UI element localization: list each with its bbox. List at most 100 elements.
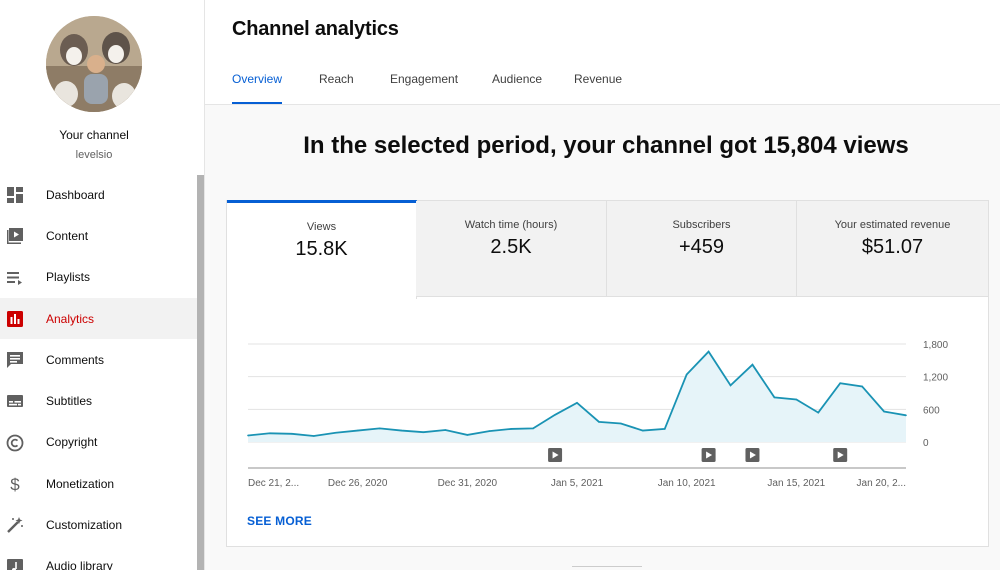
sidebar-item-label: Customization	[46, 518, 123, 533]
video-marker-play-icon	[552, 451, 559, 459]
data-point	[291, 433, 293, 435]
channel-name: Your channel	[59, 128, 129, 142]
metric-label: Your estimated revenue	[834, 219, 951, 231]
tab-reach[interactable]: Reach	[319, 72, 354, 86]
data-point	[444, 429, 447, 431]
audio-library-icon	[7, 558, 23, 570]
sidebar-item-label: Audio library	[46, 559, 113, 570]
analytics-card: Views 15.8K Watch time (hours) 2.5K Subs…	[226, 200, 989, 547]
sidebar-scrollbar[interactable]	[197, 175, 204, 570]
dashboard-icon	[7, 187, 23, 203]
sidebar-item-customization[interactable]: Customization	[0, 504, 197, 545]
sidebar-item-analytics[interactable]: Analytics	[0, 297, 197, 340]
data-point	[269, 432, 271, 435]
x-tick-label: Dec 31, 2020	[438, 478, 498, 489]
channel-handle: levelsio	[75, 149, 113, 161]
video-marker-play-icon	[706, 451, 713, 459]
sidebar-item-label: Comments	[46, 352, 105, 367]
sidebar-item-audio-library[interactable]: Audio library	[0, 546, 197, 570]
sidebar-item-label: Playlists	[46, 270, 91, 285]
data-point	[598, 421, 600, 423]
sidebar-item-copyright[interactable]: Copyright	[0, 422, 197, 463]
data-point	[313, 435, 315, 437]
tab-engagement[interactable]: Engagement	[390, 72, 459, 86]
y-tick-label: 0	[923, 438, 929, 449]
sidebar-item-label: Monetization	[46, 476, 115, 491]
metric-tab-watch-time[interactable]: Watch time (hours) 2.5K	[416, 201, 607, 297]
sidebar-item-label: Subtitles	[46, 394, 93, 409]
data-point	[400, 429, 403, 432]
metric-value: 2.5K	[490, 236, 532, 258]
views-chart: 1,800 1,200 600 0 Dec 21, 2... Dec 26, 2020 De…	[247, 340, 948, 489]
x-tick-label: Jan 5, 2021	[551, 478, 604, 489]
metric-tab-revenue[interactable]: Your estimated revenue $51.07	[797, 201, 988, 297]
y-tick-label: 600	[923, 405, 940, 416]
sidebar-item-subtitles[interactable]: Subtitles	[0, 380, 197, 421]
data-point	[532, 427, 534, 430]
video-marker-play-icon	[837, 451, 844, 459]
video-marker-play-icon	[749, 451, 756, 459]
metric-label: Views	[306, 221, 337, 233]
data-point	[861, 385, 863, 388]
data-point	[883, 410, 885, 413]
copyright-icon	[6, 434, 24, 452]
sidebar: Your channel levelsio Dashboard Content …	[0, 0, 205, 570]
sidebar-item-label: Analytics	[46, 311, 95, 326]
page-header: Channel analytics Overview Reach Engagem…	[205, 0, 1000, 105]
data-point	[663, 428, 666, 430]
content-icon	[7, 228, 23, 245]
y-tick-label: 1,200	[923, 373, 948, 384]
x-tick-label: Dec 21, 2...	[248, 478, 299, 489]
data-point	[620, 422, 622, 425]
sidebar-nav: Dashboard Content Playlists Analytics Co…	[0, 174, 197, 570]
avatar[interactable]	[46, 16, 142, 112]
period-summary-headline: In the selected period, your channel got…	[303, 132, 909, 159]
metric-value: $51.07	[861, 236, 924, 258]
data-point	[751, 363, 754, 366]
data-point	[817, 411, 820, 414]
tab-audience[interactable]: Audience	[492, 72, 543, 86]
sidebar-item-dashboard[interactable]: Dashboard	[0, 174, 197, 215]
comments-icon	[7, 352, 23, 369]
data-point	[576, 402, 578, 404]
data-point	[905, 414, 907, 417]
tab-revenue[interactable]: Revenue	[574, 72, 623, 86]
customization-icon	[7, 517, 23, 534]
data-point	[488, 430, 491, 432]
tab-overview[interactable]: Overview	[232, 72, 283, 104]
divider	[572, 566, 642, 567]
data-point	[422, 431, 425, 433]
y-tick-label: 1,800	[923, 340, 948, 351]
data-point	[554, 413, 556, 416]
metric-label: Watch time (hours)	[464, 219, 558, 231]
metric-tab-subscribers[interactable]: Subscribers +459	[607, 201, 797, 297]
metric-value: 15.8K	[295, 238, 348, 260]
page-title: Channel analytics	[232, 18, 399, 40]
metric-tab-views[interactable]: Views 15.8K	[227, 200, 417, 299]
data-point	[642, 429, 644, 432]
svg-text:$: $	[10, 475, 20, 493]
x-tick-label: Jan 10, 2021	[658, 478, 716, 489]
data-point	[334, 431, 337, 434]
sidebar-item-content[interactable]: Content	[0, 215, 197, 256]
data-point	[510, 428, 512, 430]
data-point	[839, 382, 841, 384]
data-point	[729, 384, 732, 387]
data-point	[685, 373, 688, 376]
views-area	[248, 351, 906, 442]
data-point	[773, 396, 776, 399]
sidebar-item-playlists[interactable]: Playlists	[0, 257, 197, 298]
sidebar-item-monetization[interactable]: $ Monetization	[0, 463, 197, 504]
see-more-link[interactable]: SEE MORE	[247, 514, 312, 528]
sidebar-item-comments[interactable]: Comments	[0, 339, 197, 380]
sidebar-item-label: Dashboard	[46, 187, 105, 202]
data-point	[247, 434, 249, 437]
analytics-icon	[7, 310, 23, 327]
data-point	[707, 350, 710, 353]
data-point	[795, 398, 798, 401]
metric-label: Subscribers	[672, 219, 731, 231]
x-tick-label: Jan 15, 2021	[767, 478, 825, 489]
monetization-icon: $	[10, 475, 20, 493]
x-tick-label: Jan 20, 2...	[857, 478, 906, 489]
sidebar-item-label: Content	[46, 228, 89, 243]
